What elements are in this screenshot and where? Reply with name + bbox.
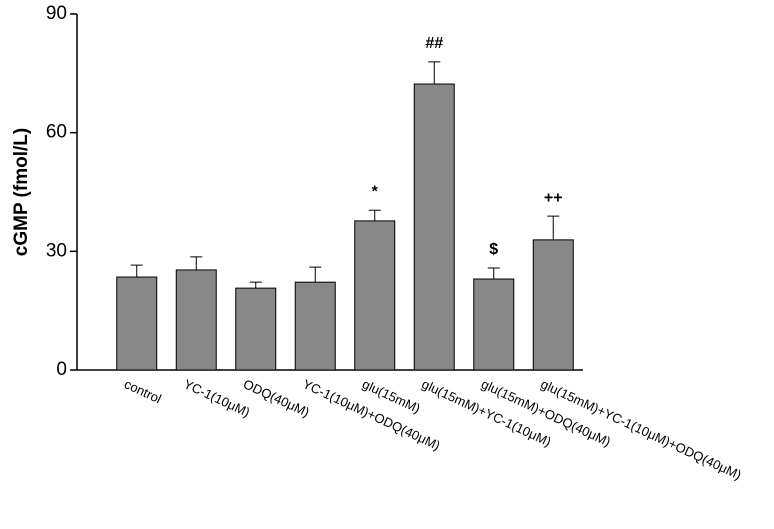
bar: [175, 269, 217, 371]
annotation: *: [372, 183, 379, 200]
y-axis-label: cGMP (fmol/L): [11, 128, 32, 256]
annotation: ##: [425, 35, 443, 52]
x-tick-label: ODQ(40μM): [241, 376, 312, 420]
bar: [235, 287, 277, 371]
bar: [532, 239, 574, 371]
annotation: ++: [544, 189, 563, 206]
error-bar: [487, 267, 500, 280]
bar: [413, 83, 455, 371]
bar: [116, 276, 158, 371]
error-bar: [190, 256, 203, 270]
y-tick-label: 60: [46, 122, 67, 143]
bar: [294, 281, 336, 371]
y-tick-label: 90: [46, 3, 67, 24]
y-tick-label: 0: [56, 359, 67, 380]
error-bar: [368, 209, 381, 221]
error-bar: [130, 264, 143, 278]
error-bar: [428, 61, 441, 85]
x-tick-label: YC-1(10μM): [182, 376, 253, 420]
error-bar: [249, 281, 262, 289]
annotation: $: [489, 241, 498, 258]
error-bar: [547, 215, 560, 240]
x-tick-label: control: [122, 376, 164, 406]
error-bar: [309, 266, 322, 283]
y-tick-label: 30: [46, 240, 67, 261]
bar: [354, 220, 396, 371]
bar: [473, 278, 515, 371]
